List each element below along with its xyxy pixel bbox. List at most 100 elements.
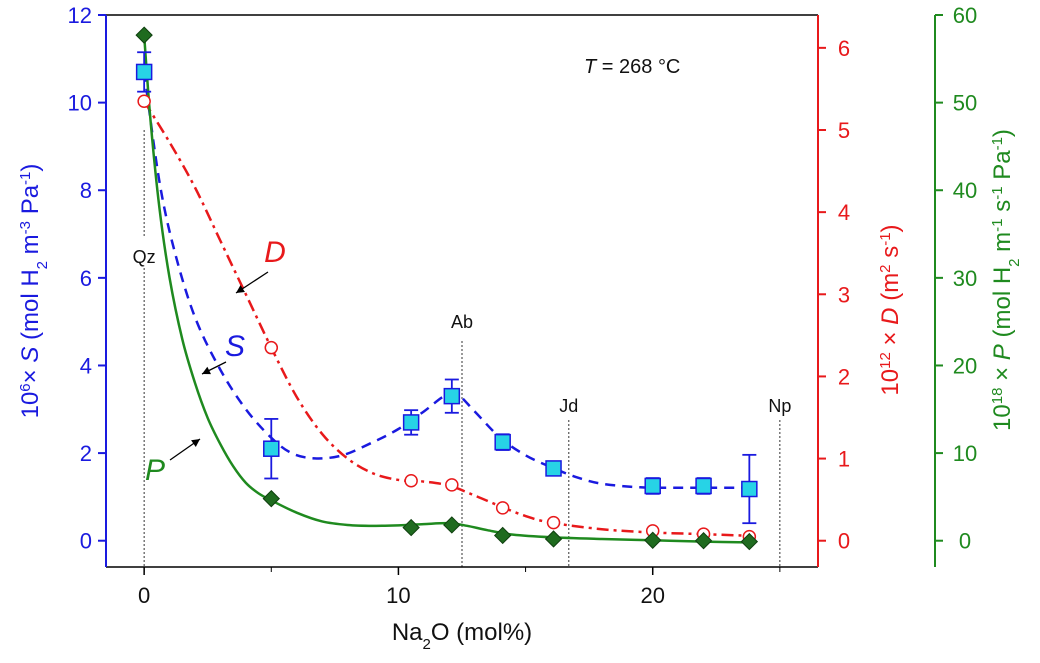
- x-tick-label: 10: [386, 583, 410, 608]
- point-p: [402, 518, 420, 537]
- point-s: [741, 480, 758, 498]
- right-p-y-axis-label: 1018 × P (mol H2 m-1 s-1 Pa-1): [989, 129, 1023, 431]
- point-d: [264, 340, 279, 355]
- series-label-arrowhead-s: [202, 366, 211, 375]
- left-y-axis-label-part: 6: [17, 383, 34, 391]
- right-d-y-axis-label-part: 2: [877, 264, 894, 272]
- fit-curves: [142, 35, 755, 544]
- series-label-d: D: [264, 236, 286, 269]
- x-axis-label-part: 2: [423, 636, 431, 653]
- right-p-y-axis-label-part: 2: [1006, 258, 1023, 266]
- left-y-axis-label-part: (mol H: [17, 269, 44, 346]
- right-d-y-axis-label-part: s: [877, 246, 904, 265]
- right-p-y-axis-label-part: P: [989, 344, 1016, 360]
- x-tick-label: 20: [640, 583, 664, 608]
- x-axis-label-part: Na: [392, 619, 423, 646]
- point-p: [262, 489, 280, 508]
- left-tick-label: 10: [68, 91, 92, 116]
- right-p-tick-label: 40: [953, 178, 977, 203]
- point-p: [493, 526, 512, 545]
- point-s: [545, 460, 562, 477]
- left-tick-label: 4: [80, 353, 92, 378]
- point-s: [263, 440, 280, 457]
- right-d-tick-label: 4: [838, 200, 850, 225]
- left-y-axis-label: 106× S (mol H2 m-3 Pa-1): [17, 164, 51, 419]
- right-p-y-axis-label-part: s: [989, 200, 1016, 219]
- point-d: [546, 515, 561, 530]
- left-tick-label: 0: [80, 529, 92, 554]
- fit-curve-p: [142, 35, 755, 544]
- series-label-s: S: [225, 330, 245, 363]
- point-p: [544, 530, 563, 548]
- right-d-tick-label: 1: [838, 447, 850, 472]
- annotations: Qz Ab Jd Np D S P T = 268 °C: [133, 56, 792, 487]
- right-d-y-axis-label-part: D: [877, 307, 904, 324]
- axes: [98, 14, 943, 575]
- right-d-y-axis-label-part: ×: [877, 325, 904, 352]
- point-s: [443, 387, 461, 405]
- right-p-tick-label: 50: [953, 91, 977, 116]
- right-d-y-axis-label-part: -1: [877, 232, 894, 245]
- right-d-tick-label: 5: [838, 118, 850, 143]
- left-y-axis-label-part: Pa: [17, 184, 44, 221]
- axis-labels: 106× S (mol H2 m-3 Pa-1)1012 × D (m2 s-1…: [17, 129, 1023, 652]
- left-tick-label: 12: [68, 3, 92, 28]
- right-p-y-axis-label-part: (mol H: [989, 267, 1016, 344]
- right-p-y-axis-label-part: ×: [989, 360, 1016, 387]
- point-d: [445, 478, 459, 492]
- ref-label-np: Np: [768, 396, 791, 416]
- left-tick-label: 6: [80, 266, 92, 291]
- left-y-axis-label-part: 2: [34, 261, 51, 269]
- point-s: [644, 477, 661, 495]
- right-d-y-axis-label: 1012 × D (m2 s-1): [877, 224, 905, 395]
- temperature-annotation-part: = 268 °C: [596, 56, 680, 78]
- right-p-tick-label: 10: [953, 441, 977, 466]
- point-d: [495, 501, 510, 515]
- point-s: [402, 414, 420, 431]
- temperature-annotation: T = 268 °C: [584, 56, 680, 78]
- left-tick-label: 8: [80, 178, 92, 203]
- temperature-annotation-part: T: [584, 56, 598, 78]
- point-p: [135, 26, 153, 44]
- right-p-y-axis-label-part: Pa: [989, 150, 1016, 187]
- left-y-axis-label-part: ): [17, 164, 44, 172]
- ref-label-qz: Qz: [133, 247, 156, 267]
- point-p: [694, 532, 713, 550]
- right-d-y-axis-label-part: 12: [877, 352, 894, 369]
- right-p-y-axis-label-part: -1: [989, 218, 1006, 231]
- left-y-axis-label-part: S: [17, 347, 44, 363]
- right-d-tick-label: 6: [838, 36, 850, 61]
- series-label-arrowhead-d: [236, 285, 245, 293]
- point-p: [443, 516, 461, 534]
- left-y-axis-label-part: -1: [17, 172, 34, 185]
- left-y-axis-label-part: m: [17, 234, 44, 261]
- right-d-y-axis-label-part: 10: [877, 369, 904, 396]
- reference-lines: [143, 130, 781, 567]
- right-p-tick-label: 30: [953, 266, 977, 291]
- data-points: [135, 26, 759, 551]
- right-d-y-axis-label-part: (m: [877, 273, 904, 308]
- right-d-tick-label: 2: [838, 364, 850, 389]
- ref-label-jd: Jd: [559, 396, 578, 416]
- fit-curve-s: [142, 71, 755, 489]
- ref-label-ab: Ab: [451, 312, 473, 332]
- point-d: [137, 94, 151, 108]
- fit-curve-d: [143, 100, 750, 538]
- point-s: [494, 433, 511, 451]
- right-p-y-axis-label-part: -1: [989, 137, 1006, 150]
- point-s: [135, 63, 153, 81]
- x-axis-label: Na2O (mol%): [392, 619, 532, 653]
- left-y-axis-label-part: 10: [17, 392, 44, 419]
- series-label-arrowhead-p: [191, 439, 200, 447]
- right-d-tick-label: 3: [838, 282, 850, 307]
- x-axis-label-part: O (mol%): [431, 619, 532, 646]
- right-d-y-axis-label-part: ): [877, 224, 904, 232]
- right-d-tick-label: 0: [838, 529, 850, 554]
- point-p: [644, 531, 662, 549]
- right-p-tick-label: 20: [953, 353, 977, 378]
- left-tick-label: 2: [80, 441, 92, 466]
- left-y-axis-label-part: -3: [17, 221, 34, 234]
- right-p-tick-label: 0: [959, 529, 971, 554]
